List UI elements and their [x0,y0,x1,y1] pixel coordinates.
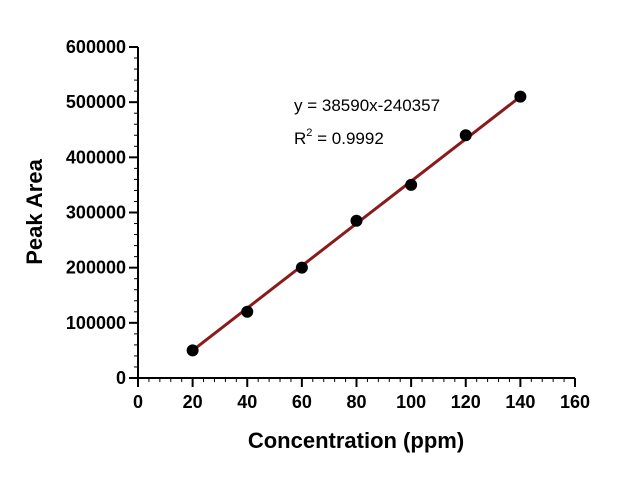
x-tick-label: 100 [396,392,426,412]
x-tick-label: 60 [292,392,312,412]
x-tick-label: 140 [505,392,535,412]
data-point [350,214,363,227]
x-tick-label: 80 [346,392,366,412]
x-tick-label: 120 [451,392,481,412]
x-tick-label: 40 [237,392,257,412]
data-point [186,344,199,357]
y-tick-label: 300000 [66,203,126,223]
equation-annotation: y = 38590x-240357 [294,96,440,115]
data-point [514,90,527,103]
r2-superscript: 2 [306,127,312,139]
r2-annotation: R2 = 0.9992 [294,127,384,148]
y-tick-label: 0 [116,368,126,388]
y-tick-label: 500000 [66,92,126,112]
x-tick-label: 0 [133,392,143,412]
data-point [241,305,254,318]
ticks-layer: 0 20 40 60 80 100 120 140 160 0 100000 200000 300000… [66,37,590,412]
data-point [459,129,472,142]
r2-prefix: R [294,129,306,148]
r2-value: = 0.9992 [312,129,383,148]
y-tick-label: 600000 [66,37,126,57]
x-axis-title: Concentration (ppm) [248,428,464,453]
x-tick-label: 160 [560,392,590,412]
x-tick-label: 20 [183,392,203,412]
y-axis-title: Peak Area [22,158,47,264]
data-point [295,261,308,274]
y-tick-label: 400000 [66,147,126,167]
data-point [405,178,418,191]
points-layer [186,90,527,357]
y-tick-label: 100000 [66,313,126,333]
y-tick-label: 200000 [66,258,126,278]
